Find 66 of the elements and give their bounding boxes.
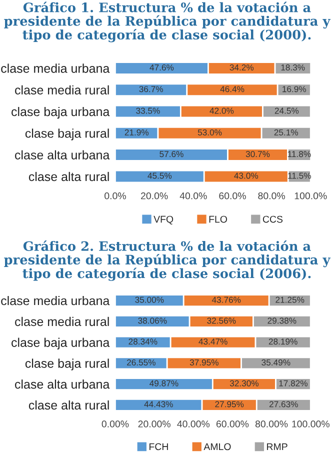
- legend-label: VFQ: [154, 216, 174, 224]
- data-label: 37.95%: [190, 359, 218, 366]
- chart-title: Gráfico 1. Estructura % de la votación a presidente de la República por candidatura y tipo de categoría de clase social (2000).: [4, 2, 331, 42]
- data-label: 28.34%: [128, 338, 158, 345]
- x-tick-label: 60.00%: [216, 420, 249, 428]
- x-tick-label: 40.0%: [180, 192, 207, 200]
- y-tick-label: clase alta rural: [28, 400, 109, 410]
- y-tick-label: clase alta rural: [28, 172, 109, 182]
- data-label: 43.76%: [212, 296, 241, 303]
- x-tick-label: 40.00%: [177, 420, 210, 428]
- legend-label: AMLO: [204, 443, 231, 450]
- data-label: 28.19%: [268, 338, 298, 345]
- data-label: 38.06%: [138, 318, 167, 324]
- data-label: 27.63%: [269, 401, 298, 408]
- x-tick-label: 0.0%: [104, 192, 126, 200]
- y-tick-label: clase media urbana: [1, 64, 110, 73]
- data-label: 32.30%: [230, 380, 259, 386]
- y-tick-label: clase media urbana: [1, 296, 110, 306]
- data-label: 43.0%: [234, 172, 258, 179]
- x-tick-label: 100.0%: [294, 192, 327, 200]
- data-label: 43.47%: [198, 338, 228, 345]
- data-label: 32.56%: [207, 318, 236, 324]
- legend-label: FCH: [150, 443, 168, 450]
- data-label: 29.38%: [268, 318, 296, 324]
- data-label: 46.4%: [220, 86, 244, 92]
- legend-label: FLO: [209, 216, 227, 223]
- x-tick-label: 80.0%: [258, 192, 285, 200]
- data-label: 24.5%: [274, 108, 299, 114]
- data-label: 35.49%: [262, 359, 290, 366]
- y-tick-label: clase baja urbana: [12, 106, 110, 119]
- data-label: 49.87%: [150, 380, 178, 386]
- data-label: 35.00%: [135, 296, 164, 303]
- x-tick-label: 20.0%: [141, 192, 168, 200]
- data-label: 21.9%: [124, 129, 149, 136]
- y-tick-label: clase baja urbana: [12, 338, 110, 350]
- data-label: 45.5%: [148, 172, 172, 179]
- data-label: 17.82%: [279, 380, 308, 386]
- data-label: 34.2%: [230, 64, 254, 71]
- data-label: 53.0%: [198, 129, 222, 136]
- data-label: 26.55%: [127, 359, 156, 366]
- y-tick-label: clase media rural: [15, 85, 109, 94]
- legend-label: CCS: [262, 216, 283, 223]
- data-label: 57.6%: [160, 151, 184, 158]
- x-tick-label: 20.00%: [138, 420, 170, 428]
- data-label: 36.7%: [139, 86, 163, 92]
- data-label: 33.5%: [136, 108, 160, 114]
- y-tick-label: clase alta urbana: [15, 380, 110, 389]
- data-label: 42.0%: [210, 108, 234, 114]
- x-tick-label: 80.00%: [255, 420, 288, 428]
- x-tick-label: 100.00%: [292, 420, 330, 428]
- y-tick-label: clase baja rural: [25, 128, 109, 140]
- data-label: 27.95%: [215, 401, 244, 408]
- data-label: 44.43%: [144, 401, 173, 408]
- y-tick-label: clase media rural: [15, 316, 109, 326]
- data-label: 21.25%: [276, 296, 304, 303]
- data-label: 25.1%: [274, 129, 298, 136]
- x-tick-label: 60.0%: [219, 192, 246, 200]
- data-label: 47.6%: [150, 64, 174, 71]
- x-tick-label: 0.00%: [102, 420, 129, 428]
- data-label: 18.3%: [281, 64, 305, 71]
- legend-label: RMP: [267, 443, 288, 450]
- chart-title: Gráfico 2. Estructura % de la votación a presidente de la República por candidatura y tipo de categoría de clase social (2006).: [4, 240, 331, 281]
- y-tick-label: clase alta urbana: [15, 150, 110, 160]
- data-label: 30.7%: [246, 151, 270, 158]
- data-label: 16.9%: [282, 86, 306, 92]
- y-tick-label: clase baja rural: [25, 358, 109, 370]
